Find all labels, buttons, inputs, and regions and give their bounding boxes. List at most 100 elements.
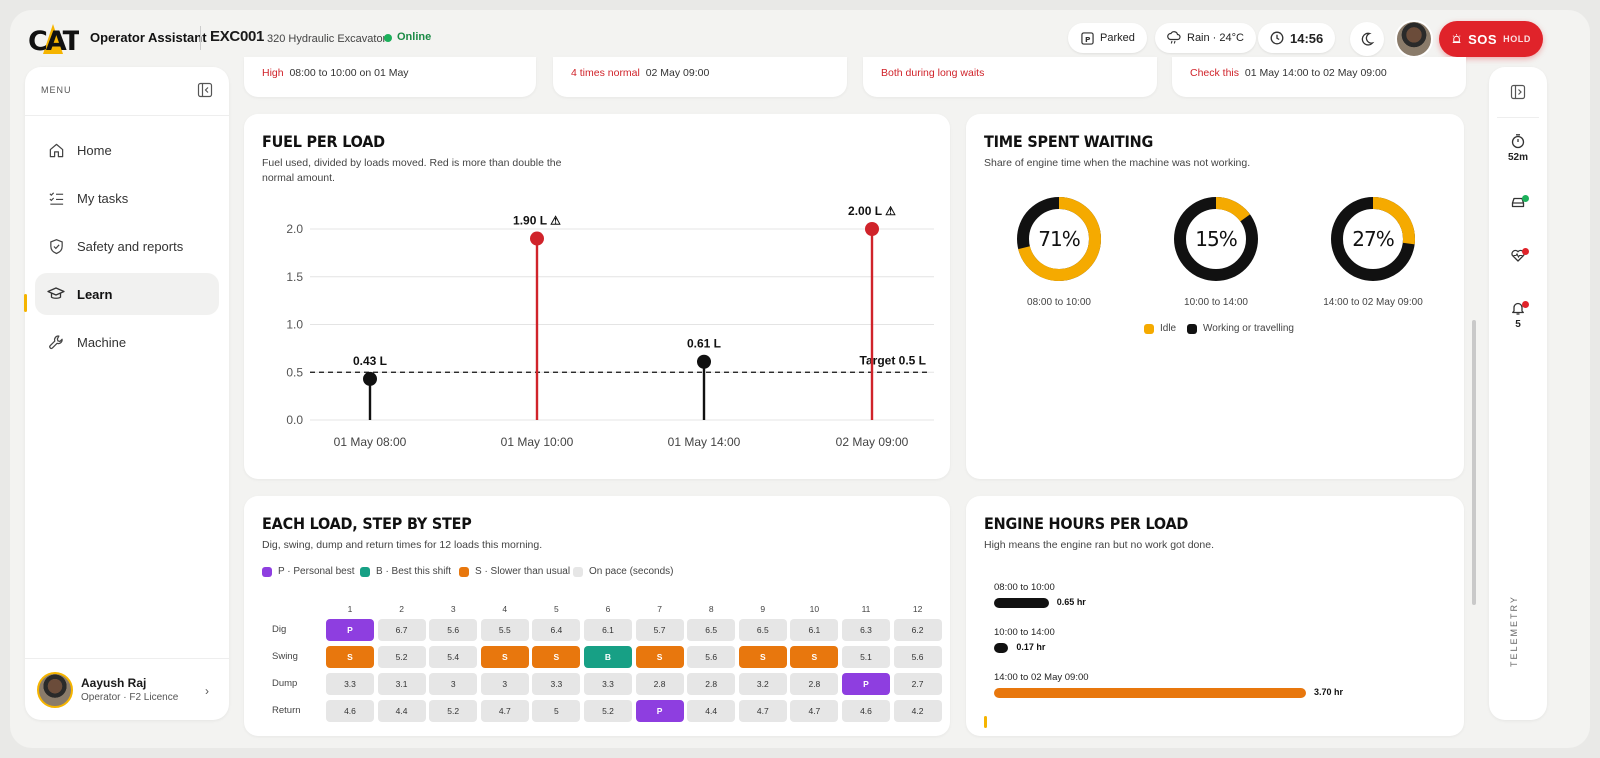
scrollbar[interactable]	[1472, 320, 1476, 605]
grid-cell[interactable]: 4.6	[326, 700, 374, 722]
vehicle-icon	[1511, 197, 1525, 208]
y-tick-label: 0.0	[286, 413, 303, 427]
grid-cell[interactable]: 5.7	[635, 619, 684, 641]
data-point[interactable]	[697, 354, 711, 369]
grid-cell[interactable]: 5.6	[687, 646, 736, 668]
grid-cell[interactable]: 6.1	[790, 619, 839, 641]
grid-cell[interactable]: 6.2	[893, 619, 942, 641]
sos-hold-label: HOLD	[1503, 34, 1531, 44]
chevron-right-icon[interactable]: ›	[205, 684, 209, 698]
grid-cell[interactable]: 2.8	[790, 673, 839, 695]
grid-cell[interactable]: S	[790, 646, 839, 668]
grid-cell[interactable]: 3.2	[738, 673, 787, 695]
wrench-icon	[47, 333, 65, 351]
grid-cell[interactable]: S	[738, 646, 787, 668]
profile-avatar[interactable]	[1395, 20, 1433, 58]
grid-cell[interactable]: 3	[480, 673, 529, 695]
grid-cell[interactable]: 2.7	[893, 673, 942, 695]
rail-timer[interactable]: 52m	[1489, 133, 1547, 163]
rail-vehicle[interactable]	[1489, 194, 1547, 210]
grid-cell[interactable]: 5.4	[429, 646, 478, 668]
sidebar-item-my-tasks[interactable]: My tasks	[35, 177, 219, 219]
grid-cell[interactable]: P	[635, 700, 684, 722]
grid-cell[interactable]: B	[584, 646, 632, 668]
card-subtitle: Share of engine time when the machine wa…	[984, 157, 1251, 169]
grid-cell[interactable]: P	[842, 673, 890, 695]
grid-cell[interactable]: 4.7	[480, 700, 529, 722]
grid-cell[interactable]: 3.1	[377, 673, 426, 695]
grid-cell[interactable]: S	[635, 646, 684, 668]
column-header: 5	[554, 604, 559, 614]
data-point[interactable]	[363, 371, 377, 386]
divider	[1497, 117, 1539, 118]
donut-idle-arc	[1331, 197, 1415, 281]
telemetry-label: TELEMETRY	[1509, 595, 1519, 667]
grid-cell[interactable]: 5.2	[377, 646, 426, 668]
grid-cell[interactable]: 6.5	[687, 619, 736, 641]
grid-cell[interactable]: 6.5	[738, 619, 787, 641]
bar-value: 0.65 hr	[1056, 597, 1086, 607]
notification-count: 5	[1515, 319, 1521, 330]
sos-button[interactable]: SOS HOLD	[1439, 21, 1543, 57]
alert-dot	[1522, 301, 1529, 308]
bar-value: 0.17 hr	[1016, 642, 1046, 652]
grid-cell[interactable]: 3.3	[326, 673, 374, 695]
data-point[interactable]	[530, 231, 544, 246]
collapse-sidebar-icon[interactable]	[197, 82, 213, 98]
grid-cell[interactable]: 5.2	[429, 700, 478, 722]
grid-cell[interactable]: 4.7	[738, 700, 787, 722]
column-header: 11	[861, 604, 871, 614]
bar-label: 08:00 to 10:00	[994, 582, 1055, 593]
donut-percent: 27%	[1352, 227, 1393, 251]
grid-cell[interactable]: S	[480, 646, 529, 668]
grid-cell[interactable]: 5.5	[480, 619, 529, 641]
grid-cell[interactable]: 5.2	[584, 700, 632, 722]
grid-cell[interactable]: 5.6	[893, 646, 942, 668]
stopwatch-icon	[1511, 134, 1525, 149]
grid-cell[interactable]: 5	[532, 700, 581, 722]
data-label: 0.61 L	[687, 337, 721, 351]
x-tick-label: 01 May 08:00	[334, 435, 407, 449]
grid-cell[interactable]: 6.7	[377, 619, 426, 641]
grid-cell[interactable]: 6.1	[584, 619, 632, 641]
grid-cell[interactable]: 3.3	[584, 673, 632, 695]
divider	[25, 658, 229, 659]
clock-icon	[1270, 31, 1284, 45]
data-label: 0.43 L	[353, 354, 387, 368]
grid-cell[interactable]: 3	[429, 673, 478, 695]
rail-notifications[interactable]: 5	[1489, 300, 1547, 330]
insight-text: 02 May 09:00	[645, 67, 710, 79]
grid-cell[interactable]: 4.7	[790, 700, 839, 722]
sidebar-item-learn[interactable]: Learn	[35, 273, 219, 315]
grid-cell[interactable]: 4.2	[893, 700, 942, 722]
svg-text:CAT: CAT	[28, 26, 79, 56]
grid-cell[interactable]: 3.3	[532, 673, 581, 695]
grid-cell[interactable]: 4.6	[842, 700, 890, 722]
expand-panel-icon[interactable]	[1510, 84, 1526, 100]
rail-health[interactable]	[1489, 247, 1547, 263]
weather-pill[interactable]: Rain · 24°C	[1155, 23, 1256, 53]
column-header: 10	[809, 604, 820, 614]
grid-cell[interactable]: S	[326, 646, 374, 668]
divider	[25, 115, 229, 116]
dark-mode-toggle[interactable]	[1350, 22, 1384, 56]
grid-cell[interactable]: 4.4	[377, 700, 426, 722]
grid-cell[interactable]: 6.3	[842, 619, 890, 641]
donut-label: 08:00 to 10:00	[1027, 297, 1091, 308]
svg-text:P: P	[1084, 34, 1090, 43]
sidebar-item-home[interactable]: Home	[35, 129, 219, 171]
parked-pill[interactable]: P Parked	[1068, 23, 1147, 53]
grid-cell[interactable]: 4.4	[687, 700, 736, 722]
grid-cell[interactable]: 2.8	[635, 673, 684, 695]
legend-personal-best: P · Personal best	[262, 566, 355, 577]
grid-cell[interactable]: 5.1	[842, 646, 890, 668]
data-point[interactable]	[865, 222, 879, 236]
grid-cell[interactable]: S	[532, 646, 581, 668]
grid-cell[interactable]: 2.8	[687, 673, 736, 695]
grid-cell[interactable]: 5.6	[429, 619, 478, 641]
sidebar-item-machine[interactable]: Machine	[35, 321, 219, 363]
row-label: Dump	[272, 678, 298, 689]
grid-cell[interactable]: 6.4	[532, 619, 581, 641]
grid-cell[interactable]: P	[326, 619, 374, 641]
sidebar-item-safety[interactable]: Safety and reports	[35, 225, 219, 267]
